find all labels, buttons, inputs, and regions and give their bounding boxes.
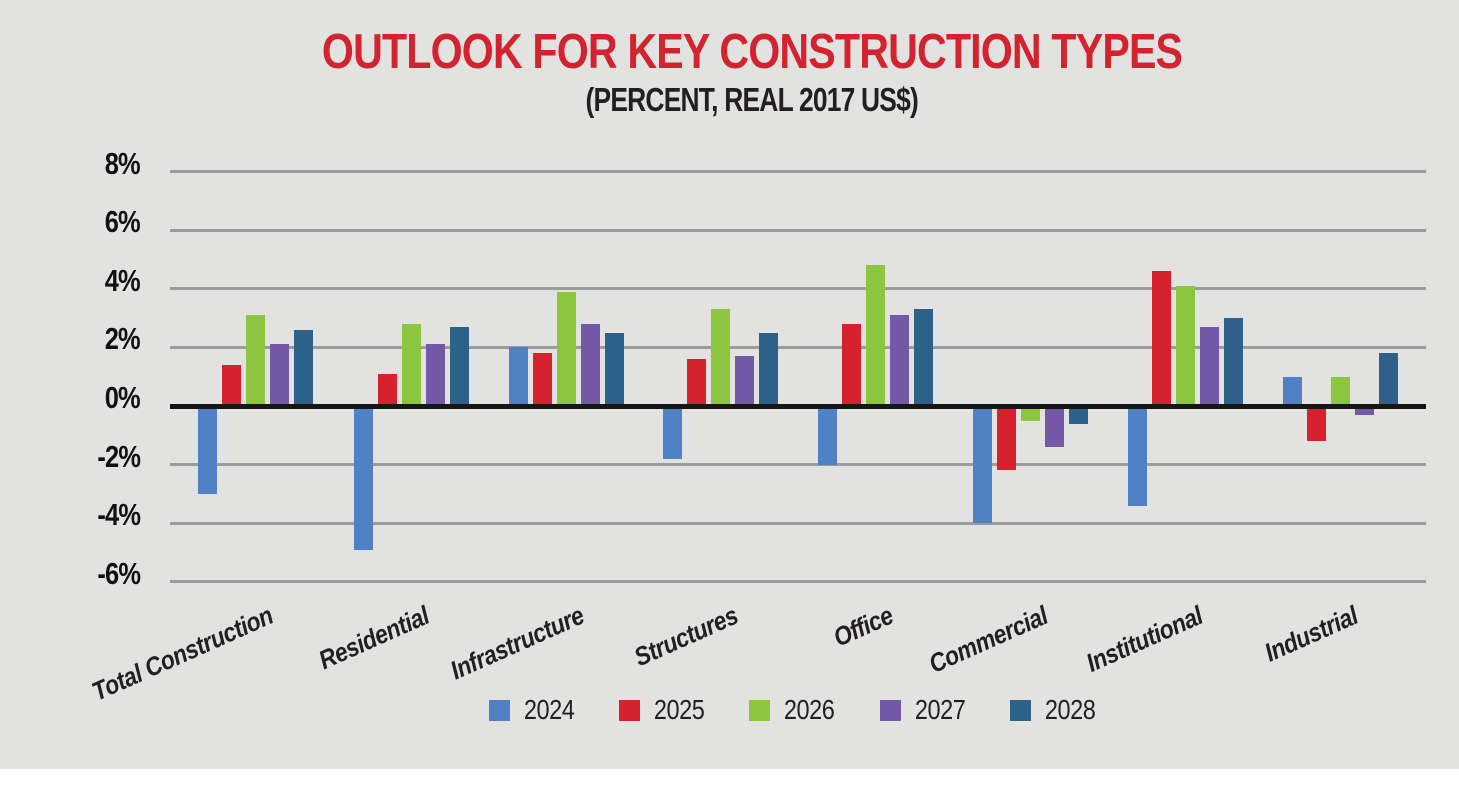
- legend-label: 2025: [653, 694, 705, 725]
- legend-swatch-2024: [488, 699, 510, 721]
- bar-2027-Infrastructure: [580, 323, 600, 406]
- bar-2026-Structures: [710, 309, 730, 406]
- legend-swatch-2027: [879, 699, 901, 721]
- chart-subtitle: (PERCENT, REAL 2017 US$): [585, 80, 919, 118]
- bar-2024-Office: [817, 406, 837, 465]
- category-label-residential: Residential: [313, 600, 434, 676]
- legend-label: 2028: [1044, 694, 1096, 725]
- bar-2027-Institutional: [1199, 326, 1219, 406]
- category-label-industrial: Industrial: [1259, 600, 1363, 668]
- y-axis-tick-label: 2%: [104, 321, 141, 357]
- legend-item-2025: 2025: [619, 694, 709, 726]
- legend: 2024 2025 2026 2027 2028: [0, 694, 1459, 726]
- bar-2027-Residential: [425, 344, 445, 406]
- y-axis-tick-label: -2%: [97, 438, 141, 474]
- bar-2027-Structures: [734, 356, 754, 406]
- legend-label: 2026: [784, 694, 835, 725]
- y-axis-tick-label: 8%: [104, 145, 141, 181]
- legend-swatch-2025: [619, 699, 641, 721]
- legend-item-2024: 2024: [488, 694, 579, 726]
- legend-label: 2024: [523, 694, 575, 725]
- y-axis-tick-label: -4%: [97, 497, 141, 533]
- y-axis-tick-label: 4%: [104, 262, 141, 298]
- bar-2024-Institutional: [1127, 406, 1147, 506]
- y-axis-tick-label: 6%: [104, 204, 141, 240]
- bar-2025-Commercial: [996, 406, 1016, 471]
- bar-2028-Office: [913, 309, 933, 406]
- bar-2024-Industrial: [1282, 376, 1302, 406]
- gridline: [170, 287, 1426, 291]
- bar-2025-Industrial: [1306, 406, 1326, 442]
- legend-item-2026: 2026: [749, 694, 839, 726]
- bar-2024-Total Construction: [197, 406, 217, 494]
- gridline: [170, 463, 1426, 467]
- category-label-office: Office: [828, 600, 898, 653]
- legend-item-2027: 2027: [879, 694, 970, 726]
- chart-header: OUTLOOK FOR KEY CONSTRUCTION TYPES (PERC…: [45, 25, 1459, 118]
- bar-2024-Commercial: [972, 406, 992, 524]
- gridline: [170, 521, 1426, 525]
- gridline: [170, 580, 1426, 584]
- plot-area: 8% 6% 4% 2% 0% -2% -4% -6% Total Construction Res…: [87, 145, 1426, 707]
- bar-2025-Infrastructure: [532, 353, 552, 406]
- bar-2025-Structures: [686, 359, 706, 406]
- bar-2027-Total Construction: [269, 344, 289, 406]
- bar-2026-Institutional: [1175, 285, 1195, 406]
- bar-2026-Infrastructure: [556, 291, 576, 406]
- gridline: [170, 170, 1426, 174]
- bar-2028-Industrial: [1378, 353, 1398, 406]
- bar-2026-Industrial: [1330, 376, 1350, 406]
- bar-2026-Total Construction: [245, 315, 265, 406]
- bar-2026-Commercial: [1020, 406, 1040, 421]
- gridline: [170, 345, 1426, 349]
- bar-2024-Residential: [353, 406, 373, 550]
- category-label-structures: Structures: [629, 600, 743, 673]
- bar-2027-Commercial: [1044, 406, 1064, 448]
- bar-2026-Residential: [401, 323, 421, 406]
- bar-2027-Industrial: [1354, 406, 1374, 415]
- chart-title: OUTLOOK FOR KEY CONSTRUCTION TYPES: [321, 25, 1183, 79]
- bar-2025-Institutional: [1151, 271, 1171, 406]
- legend-swatch-2026: [749, 699, 771, 721]
- bar-2027-Office: [889, 315, 909, 406]
- bar-2028-Institutional: [1223, 318, 1243, 406]
- category-label-institutional: Institutional: [1081, 600, 1208, 678]
- bar-2028-Infrastructure: [604, 332, 624, 406]
- bar-2028-Structures: [758, 332, 778, 406]
- gridline: [170, 228, 1426, 232]
- bar-2024-Infrastructure: [508, 347, 528, 406]
- bar-2028-Total Construction: [293, 329, 313, 406]
- category-label-infrastructure: Infrastructure: [445, 600, 589, 686]
- legend-swatch-2028: [1009, 699, 1031, 721]
- y-axis-tick-label: -6%: [97, 555, 141, 591]
- category-label-commercial: Commercial: [924, 600, 1053, 679]
- legend-item-2028: 2028: [1009, 694, 1100, 726]
- bar-2028-Commercial: [1068, 406, 1088, 424]
- legend-label: 2027: [914, 694, 966, 725]
- y-axis-tick-label: 0%: [104, 380, 141, 415]
- bar-2025-Residential: [377, 373, 397, 406]
- bar-2028-Residential: [449, 326, 469, 406]
- bar-2026-Office: [865, 265, 885, 406]
- category-label-total-construction: Total Construction: [87, 600, 278, 707]
- bar-2024-Structures: [662, 406, 682, 459]
- bar-2025-Office: [841, 323, 861, 406]
- zero-axis-line: [170, 403, 1426, 409]
- bar-2025-Total Construction: [221, 364, 241, 406]
